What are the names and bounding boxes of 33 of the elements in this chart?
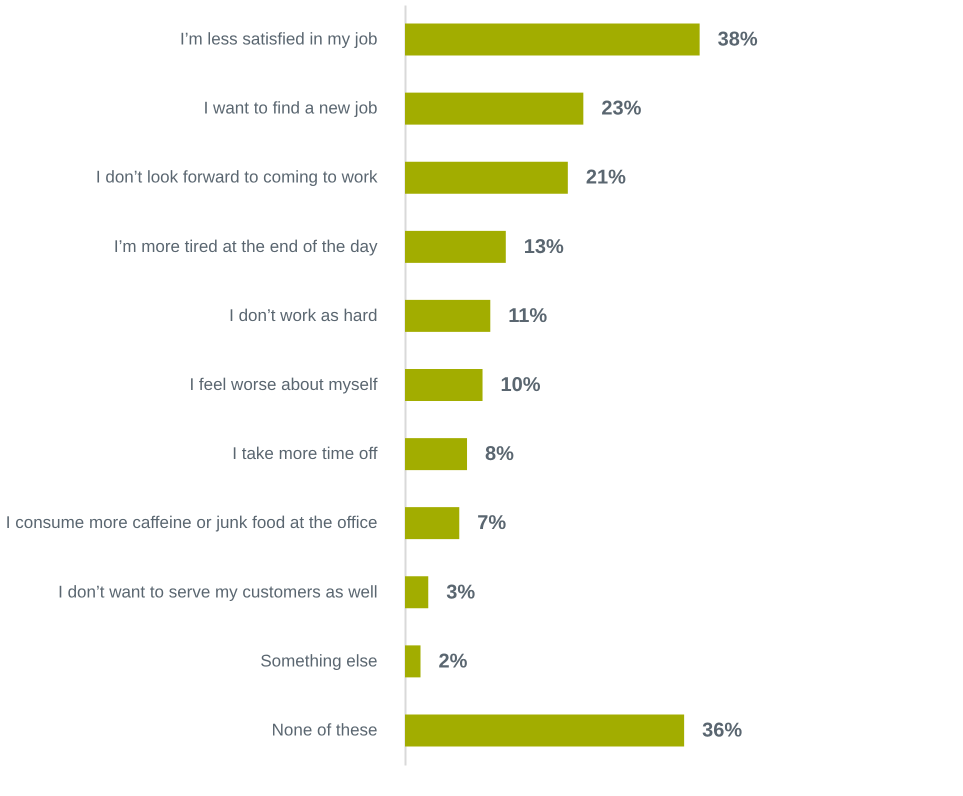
bar — [405, 507, 460, 540]
bar — [405, 230, 506, 263]
data-label: 38% — [718, 28, 758, 51]
data-label: 11% — [508, 304, 548, 327]
y-tick-label: I consume more caffeine or junk food at the office — [6, 513, 378, 532]
y-tick-label: I don’t work as hard — [229, 306, 378, 325]
y-tick-label: I’m less satisfied in my job — [180, 30, 378, 49]
y-tick-label: Something else — [260, 651, 378, 670]
bar — [405, 645, 421, 678]
data-label: 2% — [438, 650, 468, 672]
y-tick-label: I don’t want to serve my customers as well — [58, 582, 378, 602]
bar — [405, 300, 490, 332]
data-label: 10% — [500, 374, 541, 396]
y-tick-label: None of these — [272, 720, 378, 740]
y-tick-label: I don’t look forward to coming to work — [96, 168, 378, 187]
data-label: 8% — [485, 443, 514, 466]
data-label: 21% — [586, 166, 626, 189]
data-label: 7% — [477, 512, 506, 534]
y-tick-label: I take more time off — [232, 444, 378, 464]
bar — [405, 92, 584, 125]
data-label: 13% — [524, 236, 564, 258]
bar — [405, 576, 428, 608]
y-tick-label: I want to find a new job — [204, 98, 378, 118]
data-label: 36% — [702, 719, 742, 742]
y-tick-label: I’m more tired at the end of the day — [114, 236, 378, 256]
y-tick-label: I feel worse about myself — [189, 375, 378, 394]
data-label: 3% — [446, 581, 476, 604]
bar — [405, 162, 568, 194]
bar — [405, 369, 483, 401]
bar — [405, 24, 700, 56]
bar — [405, 438, 468, 470]
data-label: 23% — [601, 98, 642, 120]
bar — [405, 714, 684, 746]
